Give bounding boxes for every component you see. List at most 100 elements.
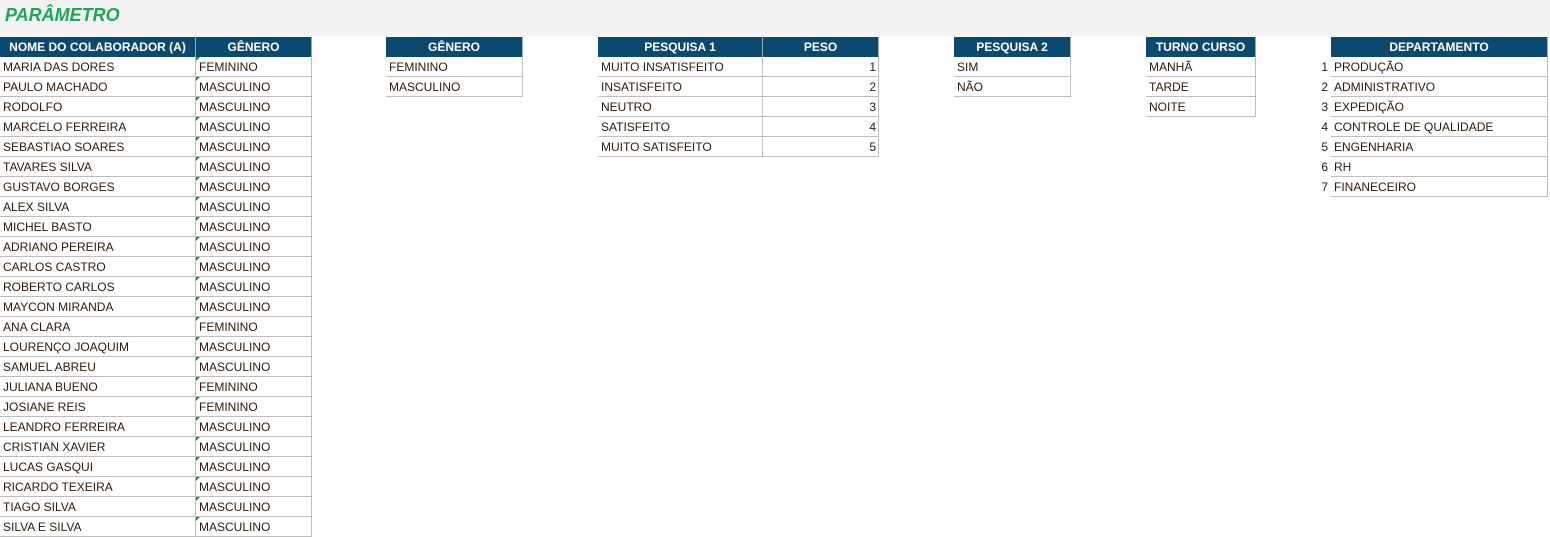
peso-cell[interactable]: 4: [762, 116, 879, 137]
genero-cell[interactable]: FEMININO: [386, 57, 523, 77]
turno-cell[interactable]: NOITE: [1146, 96, 1256, 117]
departamento-cell[interactable]: RH: [1331, 156, 1548, 177]
col-header-gender[interactable]: GÊNERO: [195, 37, 312, 57]
employee-name-cell[interactable]: LUCAS GASQUI: [0, 456, 196, 477]
employee-gender-cell[interactable]: MASCULINO: [195, 516, 312, 537]
pesquisa1-header[interactable]: PESQUISA 1: [598, 37, 763, 57]
employee-name-cell[interactable]: TIAGO SILVA: [0, 496, 196, 517]
employee-gender-cell[interactable]: MASCULINO: [195, 236, 312, 257]
departamento-cell[interactable]: FINANECEIRO: [1331, 176, 1548, 197]
peso-cell[interactable]: 1: [762, 57, 879, 77]
table-row: MUITO INSATISFEITO 1: [598, 57, 879, 77]
departamento-number[interactable]: 6: [1321, 160, 1328, 174]
table-row: TAVARES SILVA MASCULINO: [0, 156, 312, 177]
employee-name-cell[interactable]: ROBERTO CARLOS: [0, 276, 196, 297]
genero-cell[interactable]: MASCULINO: [386, 76, 523, 97]
table-row: CONTROLE DE QUALIDADE: [1331, 116, 1548, 137]
employee-name-cell[interactable]: RICARDO TEXEIRA: [0, 476, 196, 497]
employee-gender-cell[interactable]: MASCULINO: [195, 196, 312, 217]
departamento-number[interactable]: 5: [1321, 140, 1328, 154]
departamento-number[interactable]: 2: [1321, 80, 1328, 94]
employee-name-cell[interactable]: JULIANA BUENO: [0, 376, 196, 397]
employee-name-cell[interactable]: MICHEL BASTO: [0, 216, 196, 237]
employee-gender-cell[interactable]: MASCULINO: [195, 216, 312, 237]
employee-gender-cell[interactable]: MASCULINO: [195, 416, 312, 437]
turno-cell[interactable]: TARDE: [1146, 76, 1256, 97]
table-row: ENGENHARIA: [1331, 136, 1548, 157]
genero-header[interactable]: GÊNERO: [386, 37, 523, 57]
employee-name-cell[interactable]: CRISTIAN XAVIER: [0, 436, 196, 457]
employee-name-cell[interactable]: ANA CLARA: [0, 316, 196, 337]
employee-gender-cell[interactable]: MASCULINO: [195, 136, 312, 157]
employee-gender-cell[interactable]: MASCULINO: [195, 176, 312, 197]
employee-name-cell[interactable]: SILVA E SILVA: [0, 516, 196, 537]
table-row: SATISFEITO 4: [598, 116, 879, 137]
employee-name-cell[interactable]: MAYCON MIRANDA: [0, 296, 196, 317]
turno-header[interactable]: TURNO CURSO: [1146, 37, 1256, 57]
employee-gender-cell[interactable]: MASCULINO: [195, 96, 312, 117]
table-row: INSATISFEITO 2: [598, 76, 879, 97]
employee-gender-cell[interactable]: MASCULINO: [195, 336, 312, 357]
employee-name-cell[interactable]: MARIA DAS DORES: [0, 57, 196, 77]
employee-gender-cell[interactable]: MASCULINO: [195, 476, 312, 497]
pesquisa2-table: PESQUISA 2 SIM NÃO: [954, 37, 1071, 97]
employee-name-cell[interactable]: LEANDRO FERREIRA: [0, 416, 196, 437]
table-row: MUITO SATISFEITO 5: [598, 136, 879, 157]
employee-name-cell[interactable]: JOSIANE REIS: [0, 396, 196, 417]
peso-cell[interactable]: 2: [762, 76, 879, 97]
col-header-name[interactable]: NOME DO COLABORADOR (A): [0, 37, 196, 57]
table-row: TIAGO SILVA MASCULINO: [0, 496, 312, 517]
employee-gender-cell[interactable]: MASCULINO: [195, 116, 312, 137]
employee-gender-cell[interactable]: MASCULINO: [195, 456, 312, 477]
employee-gender-cell[interactable]: MASCULINO: [195, 356, 312, 377]
employee-gender-cell[interactable]: MASCULINO: [195, 156, 312, 177]
pesquisa2-header[interactable]: PESQUISA 2: [954, 37, 1071, 57]
employee-name-cell[interactable]: MARCELO FERREIRA: [0, 116, 196, 137]
employee-gender-cell[interactable]: MASCULINO: [195, 76, 312, 97]
departamento-cell[interactable]: ADMINISTRATIVO: [1331, 76, 1548, 97]
employee-name-cell[interactable]: RODOLFO: [0, 96, 196, 117]
employee-name-cell[interactable]: GUSTAVO BORGES: [0, 176, 196, 197]
employee-gender-cell[interactable]: FEMININO: [195, 316, 312, 337]
employee-name-cell[interactable]: PAULO MACHADO: [0, 76, 196, 97]
departamento-number[interactable]: 1: [1321, 60, 1328, 74]
peso-cell[interactable]: 3: [762, 96, 879, 117]
employee-name-cell[interactable]: TAVARES SILVA: [0, 156, 196, 177]
employee-name-cell[interactable]: LOURENÇO JOAQUIM: [0, 336, 196, 357]
employee-gender-cell[interactable]: FEMININO: [195, 57, 312, 77]
turno-cell[interactable]: MANHÃ: [1146, 57, 1256, 77]
departamento-cell[interactable]: EXPEDIÇÃO: [1331, 96, 1548, 117]
pesquisa2-cell[interactable]: NÃO: [954, 76, 1071, 97]
employee-gender-cell[interactable]: FEMININO: [195, 376, 312, 397]
employee-gender-cell[interactable]: MASCULINO: [195, 276, 312, 297]
employee-name-cell[interactable]: ALEX SILVA: [0, 196, 196, 217]
pesquisa1-cell[interactable]: MUITO SATISFEITO: [598, 136, 763, 157]
departamento-table: DEPARTAMENTO PRODUÇÃO ADMINISTRATIVO EXPEDI…: [1331, 37, 1548, 197]
departamento-cell[interactable]: ENGENHARIA: [1331, 136, 1548, 157]
departamento-number[interactable]: 7: [1321, 180, 1328, 194]
pesquisa1-cell[interactable]: MUITO INSATISFEITO: [598, 57, 763, 77]
employee-gender-cell[interactable]: FEMININO: [195, 396, 312, 417]
employee-gender-cell[interactable]: MASCULINO: [195, 296, 312, 317]
employee-name-cell[interactable]: SAMUEL ABREU: [0, 356, 196, 377]
peso-header[interactable]: PESO: [762, 37, 879, 57]
pesquisa1-cell[interactable]: SATISFEITO: [598, 116, 763, 137]
employee-gender-cell[interactable]: MASCULINO: [195, 436, 312, 457]
peso-cell[interactable]: 5: [762, 136, 879, 157]
employee-gender-cell[interactable]: MASCULINO: [195, 496, 312, 517]
table-row: CARLOS CASTRO MASCULINO: [0, 256, 312, 277]
pesquisa1-cell[interactable]: INSATISFEITO: [598, 76, 763, 97]
table-row: PAULO MACHADO MASCULINO: [0, 76, 312, 97]
departamento-number[interactable]: 3: [1321, 100, 1328, 114]
pesquisa2-cell[interactable]: SIM: [954, 57, 1071, 77]
departamento-number[interactable]: 4: [1321, 120, 1328, 134]
pesquisa1-cell[interactable]: NEUTRO: [598, 96, 763, 117]
departamento-cell[interactable]: PRODUÇÃO: [1331, 57, 1548, 77]
employee-name-cell[interactable]: ADRIANO PEREIRA: [0, 236, 196, 257]
employee-name-cell[interactable]: SEBASTIAO SOARES: [0, 136, 196, 157]
employee-name-cell[interactable]: CARLOS CASTRO: [0, 256, 196, 277]
departamento-cell[interactable]: CONTROLE DE QUALIDADE: [1331, 116, 1548, 137]
table-row: SAMUEL ABREU MASCULINO: [0, 356, 312, 377]
departamento-header[interactable]: DEPARTAMENTO: [1331, 37, 1548, 57]
employee-gender-cell[interactable]: MASCULINO: [195, 256, 312, 277]
